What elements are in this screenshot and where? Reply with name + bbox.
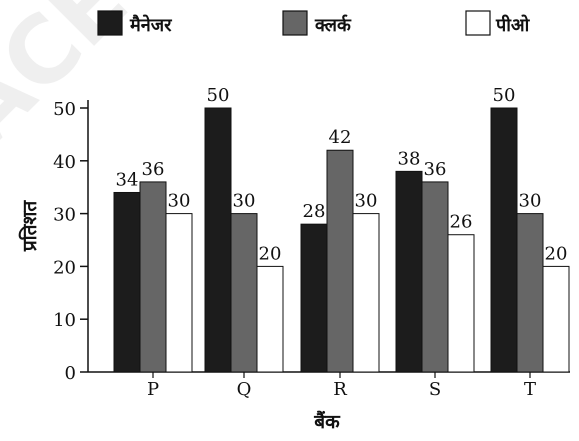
legend: मैनेजर क्लर्क पीओ [97,10,530,36]
x-tick-label: Q [237,379,252,400]
bar-T-0 [490,107,518,373]
bar-Q-1 [230,213,258,373]
bar-R-1 [326,149,354,373]
bar-value-label: 36 [142,159,165,180]
legend-swatch [282,10,308,36]
x-tick-label: T [524,379,536,400]
bar-S-0 [395,170,423,373]
legend-label: पीओ [495,14,530,36]
x-tick-label: P [147,379,159,400]
bar-Q-0 [204,107,232,373]
bar-value-label: 30 [233,191,256,212]
y-tick-label: 0 [65,363,76,384]
bar-value-label: 20 [259,243,282,264]
bar-value-label: 42 [329,127,352,148]
y-tick-label: 10 [53,310,76,331]
bar-S-2 [447,234,475,373]
x-tick-label: R [333,379,347,400]
y-tick-label: 20 [53,257,76,278]
bar-T-1 [516,213,544,373]
y-axis-label: प्रतिशत [18,200,41,252]
x-tick-label: S [429,379,441,400]
bar-value-label: 50 [207,85,230,106]
watermark-text: ACE [0,0,148,166]
bar-R-0 [300,223,328,373]
x-axis-label: बैंक [313,410,341,433]
bar-value-label: 34 [116,169,139,190]
bar-value-label: 38 [398,148,421,169]
bar-value-label: 20 [545,243,568,264]
legend-label: मैनेजर [129,14,172,36]
bar-value-label: 30 [355,191,378,212]
bar-P-2 [165,213,193,373]
bar-Q-2 [256,265,284,373]
bar-value-label: 30 [519,191,542,212]
y-tick-label: 30 [53,205,76,226]
bar-P-0 [113,191,141,373]
bar-T-2 [542,265,570,373]
legend-swatch [97,10,123,36]
bar-S-1 [421,181,449,373]
bar-value-label: 26 [450,212,473,233]
bar-P-1 [139,181,167,373]
bar-value-label: 50 [493,85,516,106]
y-tick-label: 50 [53,99,76,120]
bar-R-2 [352,213,380,373]
bar-value-label: 30 [168,191,191,212]
y-ticks: 0 10 20 30 40 50 [53,99,88,384]
x-tick-labels: P Q R S T [147,372,536,400]
y-tick-label: 40 [53,152,76,173]
bar-value-label: 36 [424,159,447,180]
legend-label: क्लर्क [314,14,352,36]
bars [113,107,570,373]
bar-value-label: 28 [303,201,326,222]
legend-swatch [465,10,491,36]
